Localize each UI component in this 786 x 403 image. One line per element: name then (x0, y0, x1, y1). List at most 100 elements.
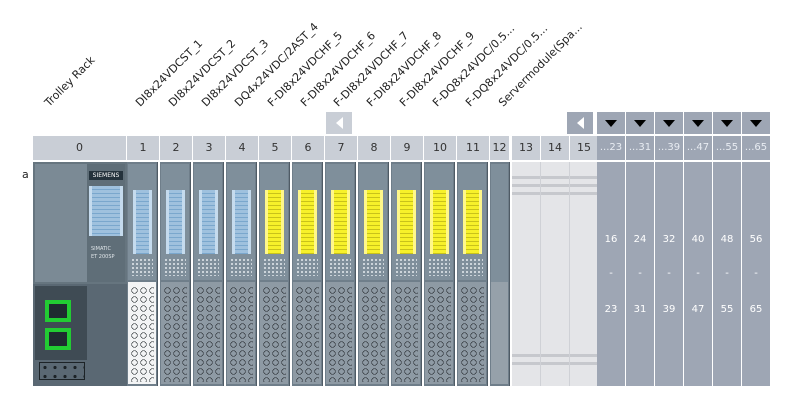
head-sub-label: ET 200SP (91, 254, 115, 260)
overflow-header[interactable]: ...55 (713, 136, 742, 160)
interface-module[interactable]: SIEMENS SIMATIC ET 200SP (33, 162, 127, 386)
expand-group-button[interactable] (626, 112, 655, 134)
row-label: a (22, 168, 29, 181)
overflow-group-column[interactable]: 24 - 31 (626, 162, 655, 386)
terminal-block (295, 286, 319, 382)
range-start: 24 (633, 234, 647, 245)
io-module-11[interactable] (457, 162, 488, 386)
io-module-10[interactable] (424, 162, 455, 386)
empty-slot-13[interactable] (512, 162, 541, 386)
terminal-block (361, 286, 385, 382)
io-module-3[interactable] (193, 162, 224, 386)
range-separator: - (638, 268, 642, 279)
status-leds (230, 258, 252, 276)
module-strip (199, 190, 218, 254)
range-separator: - (609, 268, 613, 279)
range-start: 48 (720, 234, 734, 245)
terminal-block (163, 286, 187, 382)
overflow-header[interactable]: ...39 (655, 136, 684, 160)
range-start: 32 (662, 234, 676, 245)
module-strip (133, 190, 152, 254)
expand-group-button[interactable] (684, 112, 713, 134)
range-end: 31 (633, 304, 647, 315)
range-end: 39 (662, 304, 676, 315)
overflow-header[interactable]: ...23 (597, 136, 626, 160)
module-strip (265, 190, 284, 254)
slot-header-9[interactable]: 9 (391, 136, 424, 160)
io-module-1[interactable] (127, 162, 158, 386)
terminal-block (196, 286, 220, 382)
range-end: 47 (691, 304, 705, 315)
module-strip (430, 190, 449, 254)
slot-header-14[interactable]: 14 (541, 136, 570, 160)
expand-group-button[interactable] (655, 112, 684, 134)
range-start: 40 (691, 234, 705, 245)
io-module-6[interactable] (292, 162, 323, 386)
slot-header-10[interactable]: 10 (424, 136, 457, 160)
empty-slot-14[interactable] (541, 162, 570, 386)
expand-group-button[interactable] (713, 112, 742, 134)
siemens-logo: SIEMENS (89, 171, 123, 180)
scroll-left-overflow-button[interactable] (567, 112, 593, 134)
range-separator: - (667, 268, 671, 279)
slot-header-7[interactable]: 7 (325, 136, 358, 160)
overflow-header[interactable]: ...47 (684, 136, 713, 160)
range-separator: - (754, 268, 758, 279)
expand-group-button[interactable] (742, 112, 771, 134)
range-end: 65 (749, 304, 763, 315)
module-strip (364, 190, 383, 254)
overflow-group-column[interactable]: 48 - 55 (713, 162, 742, 386)
rack-title-label: Trolley Rack (42, 53, 98, 110)
overflow-group-column[interactable]: 16 - 23 (597, 162, 626, 386)
range-end: 55 (720, 304, 734, 315)
head-model-label: SIMATIC (91, 246, 112, 252)
ethernet-port-2-icon[interactable] (45, 328, 71, 350)
terminal-block (328, 286, 352, 382)
overflow-group-column[interactable]: 32 - 39 (655, 162, 684, 386)
slot-header-11[interactable]: 11 (457, 136, 490, 160)
terminal-block (427, 286, 451, 382)
range-separator: - (696, 268, 700, 279)
slot-header-6[interactable]: 6 (292, 136, 325, 160)
scroll-left-button[interactable] (326, 112, 352, 134)
status-leds (131, 258, 153, 276)
slot-header-8[interactable]: 8 (358, 136, 391, 160)
io-module-7[interactable] (325, 162, 356, 386)
slot-header-13[interactable]: 13 (512, 136, 541, 160)
module-strip (397, 190, 416, 254)
io-module-8[interactable] (358, 162, 389, 386)
range-end: 23 (604, 304, 618, 315)
slot-header-0[interactable]: 0 (33, 136, 127, 160)
server-module[interactable] (490, 162, 510, 386)
slot-header-15[interactable]: 15 (570, 136, 599, 160)
expand-group-button[interactable] (597, 112, 626, 134)
overflow-group-column[interactable]: 56 - 65 (742, 162, 771, 386)
status-leds (164, 258, 186, 276)
io-module-2[interactable] (160, 162, 191, 386)
slot-header-4[interactable]: 4 (226, 136, 259, 160)
ethernet-port-1-icon[interactable] (45, 300, 71, 322)
overflow-header[interactable]: ...65 (742, 136, 771, 160)
range-start: 56 (749, 234, 763, 245)
empty-slot-15[interactable] (570, 162, 599, 386)
module-strip (463, 190, 482, 254)
power-connector (39, 362, 85, 380)
terminal-block (229, 286, 253, 382)
slot-header-3[interactable]: 3 (193, 136, 226, 160)
slot-header-12[interactable]: 12 (490, 136, 510, 160)
io-module-4[interactable] (226, 162, 257, 386)
terminal-block (262, 286, 286, 382)
slot-header-2[interactable]: 2 (160, 136, 193, 160)
module-strip (298, 190, 317, 254)
terminal-block (394, 286, 418, 382)
overflow-header[interactable]: ...31 (626, 136, 655, 160)
status-leds (329, 258, 351, 276)
overflow-group-column[interactable]: 40 - 47 (684, 162, 713, 386)
io-module-9[interactable] (391, 162, 422, 386)
io-module-5[interactable] (259, 162, 290, 386)
slot-header-1[interactable]: 1 (127, 136, 160, 160)
slot-header-5[interactable]: 5 (259, 136, 292, 160)
module-strip (232, 190, 251, 254)
status-leds (197, 258, 219, 276)
terminal-block (130, 286, 154, 382)
